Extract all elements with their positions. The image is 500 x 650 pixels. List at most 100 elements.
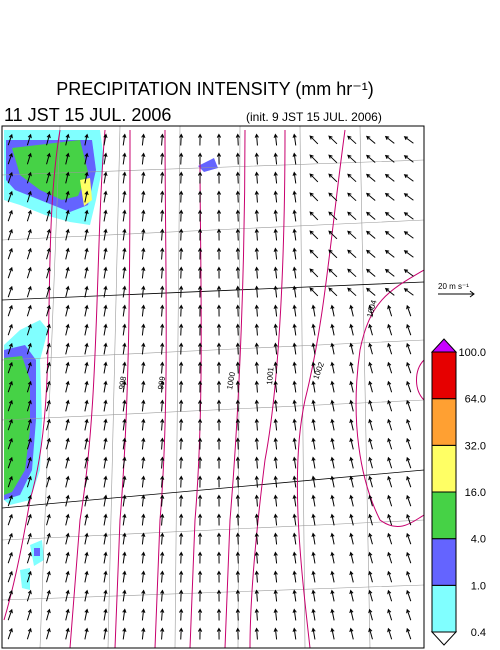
colorbar-swatch	[431, 491, 457, 540]
wind-vector	[65, 627, 70, 640]
wind-vector	[141, 247, 146, 260]
wind-vector	[7, 551, 13, 564]
wind-vector	[26, 171, 32, 184]
colorbar-swatch	[431, 444, 457, 493]
wind-vector	[235, 361, 240, 374]
wind-vector	[273, 380, 278, 393]
wind-vector	[216, 570, 222, 583]
wind-vector	[84, 475, 89, 488]
wind-vector	[366, 135, 376, 144]
wind-vector	[84, 532, 89, 545]
wind-vector	[160, 570, 165, 583]
wind-vector	[179, 247, 184, 260]
wind-vector	[366, 268, 376, 277]
wind-vector	[311, 323, 316, 336]
wind-vector	[406, 589, 412, 602]
wind-vector	[347, 211, 357, 221]
wind-vector	[254, 209, 259, 222]
wind-vector	[179, 228, 184, 241]
wind-vector	[160, 418, 165, 431]
wind-vector	[7, 247, 13, 260]
wind-vector	[122, 247, 127, 260]
wind-vector	[309, 135, 319, 145]
wind-vector	[311, 513, 316, 526]
wind-vector	[330, 475, 335, 488]
wind-vector	[387, 437, 393, 450]
wind-vector	[292, 209, 297, 222]
wind-vector	[387, 532, 393, 545]
wind-vector	[273, 266, 278, 279]
wind-vector	[328, 192, 338, 202]
precip-area	[80, 178, 92, 206]
wind-vector	[292, 266, 297, 279]
wind-vector	[403, 288, 414, 296]
wind-vector	[141, 532, 146, 545]
wind-vector	[103, 304, 108, 317]
wind-vector	[330, 627, 335, 640]
wind-vector	[349, 608, 354, 621]
wind-vector	[254, 608, 259, 621]
colorbar-extend-low	[430, 631, 458, 646]
wind-vector	[292, 532, 297, 545]
wind-vector	[141, 570, 146, 583]
wind-vector	[311, 608, 316, 621]
wind-vector	[26, 190, 32, 203]
wind-vector	[26, 437, 32, 450]
wind-vector	[197, 209, 203, 222]
wind-vector	[103, 513, 108, 526]
wind-vector	[179, 418, 184, 431]
wind-vector	[349, 342, 354, 355]
colorbar: 0.4 1.0 4.0 16.0 32.0 64.0 100.0	[430, 338, 486, 646]
wind-vector	[368, 418, 373, 431]
wind-vector	[368, 323, 373, 336]
wind-vector	[7, 513, 13, 526]
wind-vector	[330, 323, 335, 336]
wind-vector	[235, 304, 240, 317]
wind-vector	[292, 513, 297, 526]
wind-vector	[84, 627, 89, 640]
wind-vector	[216, 589, 222, 602]
wind-vector	[65, 513, 70, 526]
wind-vector	[122, 190, 127, 203]
wind-vector	[216, 361, 222, 374]
wind-vector	[160, 551, 165, 564]
wind-vector	[254, 589, 259, 602]
wind-vector	[46, 228, 51, 241]
wind-vector	[273, 342, 278, 355]
wind-vector	[406, 608, 412, 621]
wind-vector	[160, 228, 165, 241]
wind-vector	[141, 418, 146, 431]
wind-vector	[368, 304, 373, 317]
wind-vector	[406, 323, 412, 336]
wind-vector	[65, 532, 70, 545]
wind-vector	[84, 513, 89, 526]
wind-scale: 20 m s⁻¹	[438, 282, 475, 298]
wind-vector	[26, 608, 32, 621]
wind-vector	[368, 380, 373, 393]
wind-vector	[309, 192, 319, 202]
wind-vector	[273, 551, 278, 564]
wind-vector	[406, 570, 412, 583]
wind-vector	[292, 247, 297, 260]
wind-vector	[84, 266, 89, 279]
wind-vector	[141, 475, 146, 488]
wind-vector	[26, 513, 32, 526]
wind-vector	[179, 608, 184, 621]
wind-vector	[309, 173, 319, 183]
isobar	[3, 129, 424, 648]
wind-vector	[197, 551, 203, 564]
wind-vector	[366, 192, 376, 201]
wind-vector	[197, 399, 203, 412]
wind-vector	[7, 266, 13, 279]
wind-vector	[160, 475, 165, 488]
wind-vector	[347, 192, 357, 202]
wind-vector	[65, 247, 70, 260]
wind-vector	[311, 361, 316, 374]
wind-vector	[235, 399, 240, 412]
wind-vector	[122, 342, 127, 355]
wind-vector	[216, 323, 222, 336]
wind-vector	[292, 342, 297, 355]
wind-vector	[103, 133, 108, 146]
wind-vector	[254, 494, 259, 507]
wind-vector	[65, 171, 70, 184]
